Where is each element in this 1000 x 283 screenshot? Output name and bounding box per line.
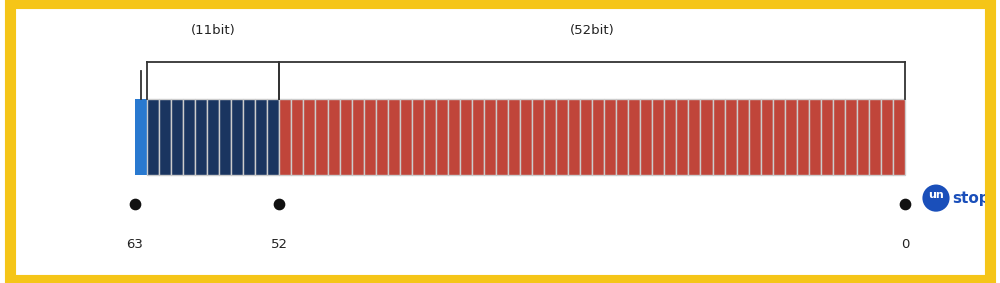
- FancyBboxPatch shape: [508, 99, 520, 175]
- FancyBboxPatch shape: [147, 99, 159, 175]
- FancyBboxPatch shape: [303, 99, 315, 175]
- FancyBboxPatch shape: [436, 99, 448, 175]
- FancyBboxPatch shape: [725, 99, 737, 175]
- FancyBboxPatch shape: [376, 99, 388, 175]
- FancyBboxPatch shape: [592, 99, 604, 175]
- FancyBboxPatch shape: [749, 99, 761, 175]
- FancyBboxPatch shape: [616, 99, 628, 175]
- Point: [127, 201, 143, 206]
- FancyBboxPatch shape: [328, 99, 340, 175]
- Text: Sign: Sign: [123, 0, 152, 3]
- FancyBboxPatch shape: [279, 99, 291, 175]
- FancyBboxPatch shape: [809, 99, 821, 175]
- FancyBboxPatch shape: [243, 99, 255, 175]
- FancyBboxPatch shape: [460, 99, 472, 175]
- FancyBboxPatch shape: [195, 99, 207, 175]
- FancyBboxPatch shape: [664, 99, 676, 175]
- FancyBboxPatch shape: [893, 99, 905, 175]
- FancyBboxPatch shape: [700, 99, 712, 175]
- Point: [271, 201, 287, 206]
- FancyBboxPatch shape: [857, 99, 869, 175]
- FancyBboxPatch shape: [845, 99, 857, 175]
- FancyBboxPatch shape: [183, 99, 195, 175]
- FancyBboxPatch shape: [797, 99, 809, 175]
- FancyBboxPatch shape: [171, 99, 183, 175]
- FancyBboxPatch shape: [496, 99, 508, 175]
- FancyBboxPatch shape: [568, 99, 580, 175]
- FancyBboxPatch shape: [340, 99, 352, 175]
- FancyBboxPatch shape: [604, 99, 616, 175]
- FancyBboxPatch shape: [676, 99, 688, 175]
- FancyBboxPatch shape: [821, 99, 833, 175]
- FancyBboxPatch shape: [267, 99, 279, 175]
- Text: exponent: exponent: [182, 0, 245, 8]
- Text: stop: stop: [953, 190, 990, 206]
- FancyBboxPatch shape: [520, 99, 532, 175]
- FancyBboxPatch shape: [255, 99, 267, 175]
- FancyBboxPatch shape: [364, 99, 376, 175]
- FancyBboxPatch shape: [712, 99, 725, 175]
- FancyBboxPatch shape: [544, 99, 556, 175]
- FancyBboxPatch shape: [652, 99, 664, 175]
- FancyBboxPatch shape: [315, 99, 328, 175]
- FancyBboxPatch shape: [424, 99, 436, 175]
- Ellipse shape: [922, 185, 950, 212]
- FancyBboxPatch shape: [291, 99, 303, 175]
- FancyBboxPatch shape: [207, 99, 219, 175]
- FancyBboxPatch shape: [761, 99, 773, 175]
- FancyBboxPatch shape: [640, 99, 652, 175]
- Text: fraction: fraction: [567, 0, 618, 8]
- FancyBboxPatch shape: [219, 99, 231, 175]
- FancyBboxPatch shape: [159, 99, 171, 175]
- FancyBboxPatch shape: [785, 99, 797, 175]
- FancyBboxPatch shape: [412, 99, 424, 175]
- FancyBboxPatch shape: [580, 99, 592, 175]
- FancyBboxPatch shape: [773, 99, 785, 175]
- FancyBboxPatch shape: [628, 99, 640, 175]
- FancyBboxPatch shape: [737, 99, 749, 175]
- FancyBboxPatch shape: [400, 99, 412, 175]
- FancyBboxPatch shape: [135, 99, 147, 175]
- FancyBboxPatch shape: [388, 99, 400, 175]
- FancyBboxPatch shape: [688, 99, 700, 175]
- Text: 52: 52: [271, 238, 288, 251]
- FancyBboxPatch shape: [881, 99, 893, 175]
- Text: (11bit): (11bit): [191, 24, 236, 37]
- Text: un: un: [928, 190, 944, 200]
- Point: [897, 201, 913, 206]
- FancyBboxPatch shape: [556, 99, 568, 175]
- FancyBboxPatch shape: [352, 99, 364, 175]
- FancyBboxPatch shape: [448, 99, 460, 175]
- FancyBboxPatch shape: [484, 99, 496, 175]
- FancyBboxPatch shape: [472, 99, 484, 175]
- FancyBboxPatch shape: [833, 99, 845, 175]
- FancyBboxPatch shape: [532, 99, 544, 175]
- Text: 63: 63: [127, 238, 143, 251]
- Text: (52bit): (52bit): [570, 24, 615, 37]
- Text: 0: 0: [901, 238, 909, 251]
- FancyBboxPatch shape: [869, 99, 881, 175]
- FancyBboxPatch shape: [231, 99, 243, 175]
